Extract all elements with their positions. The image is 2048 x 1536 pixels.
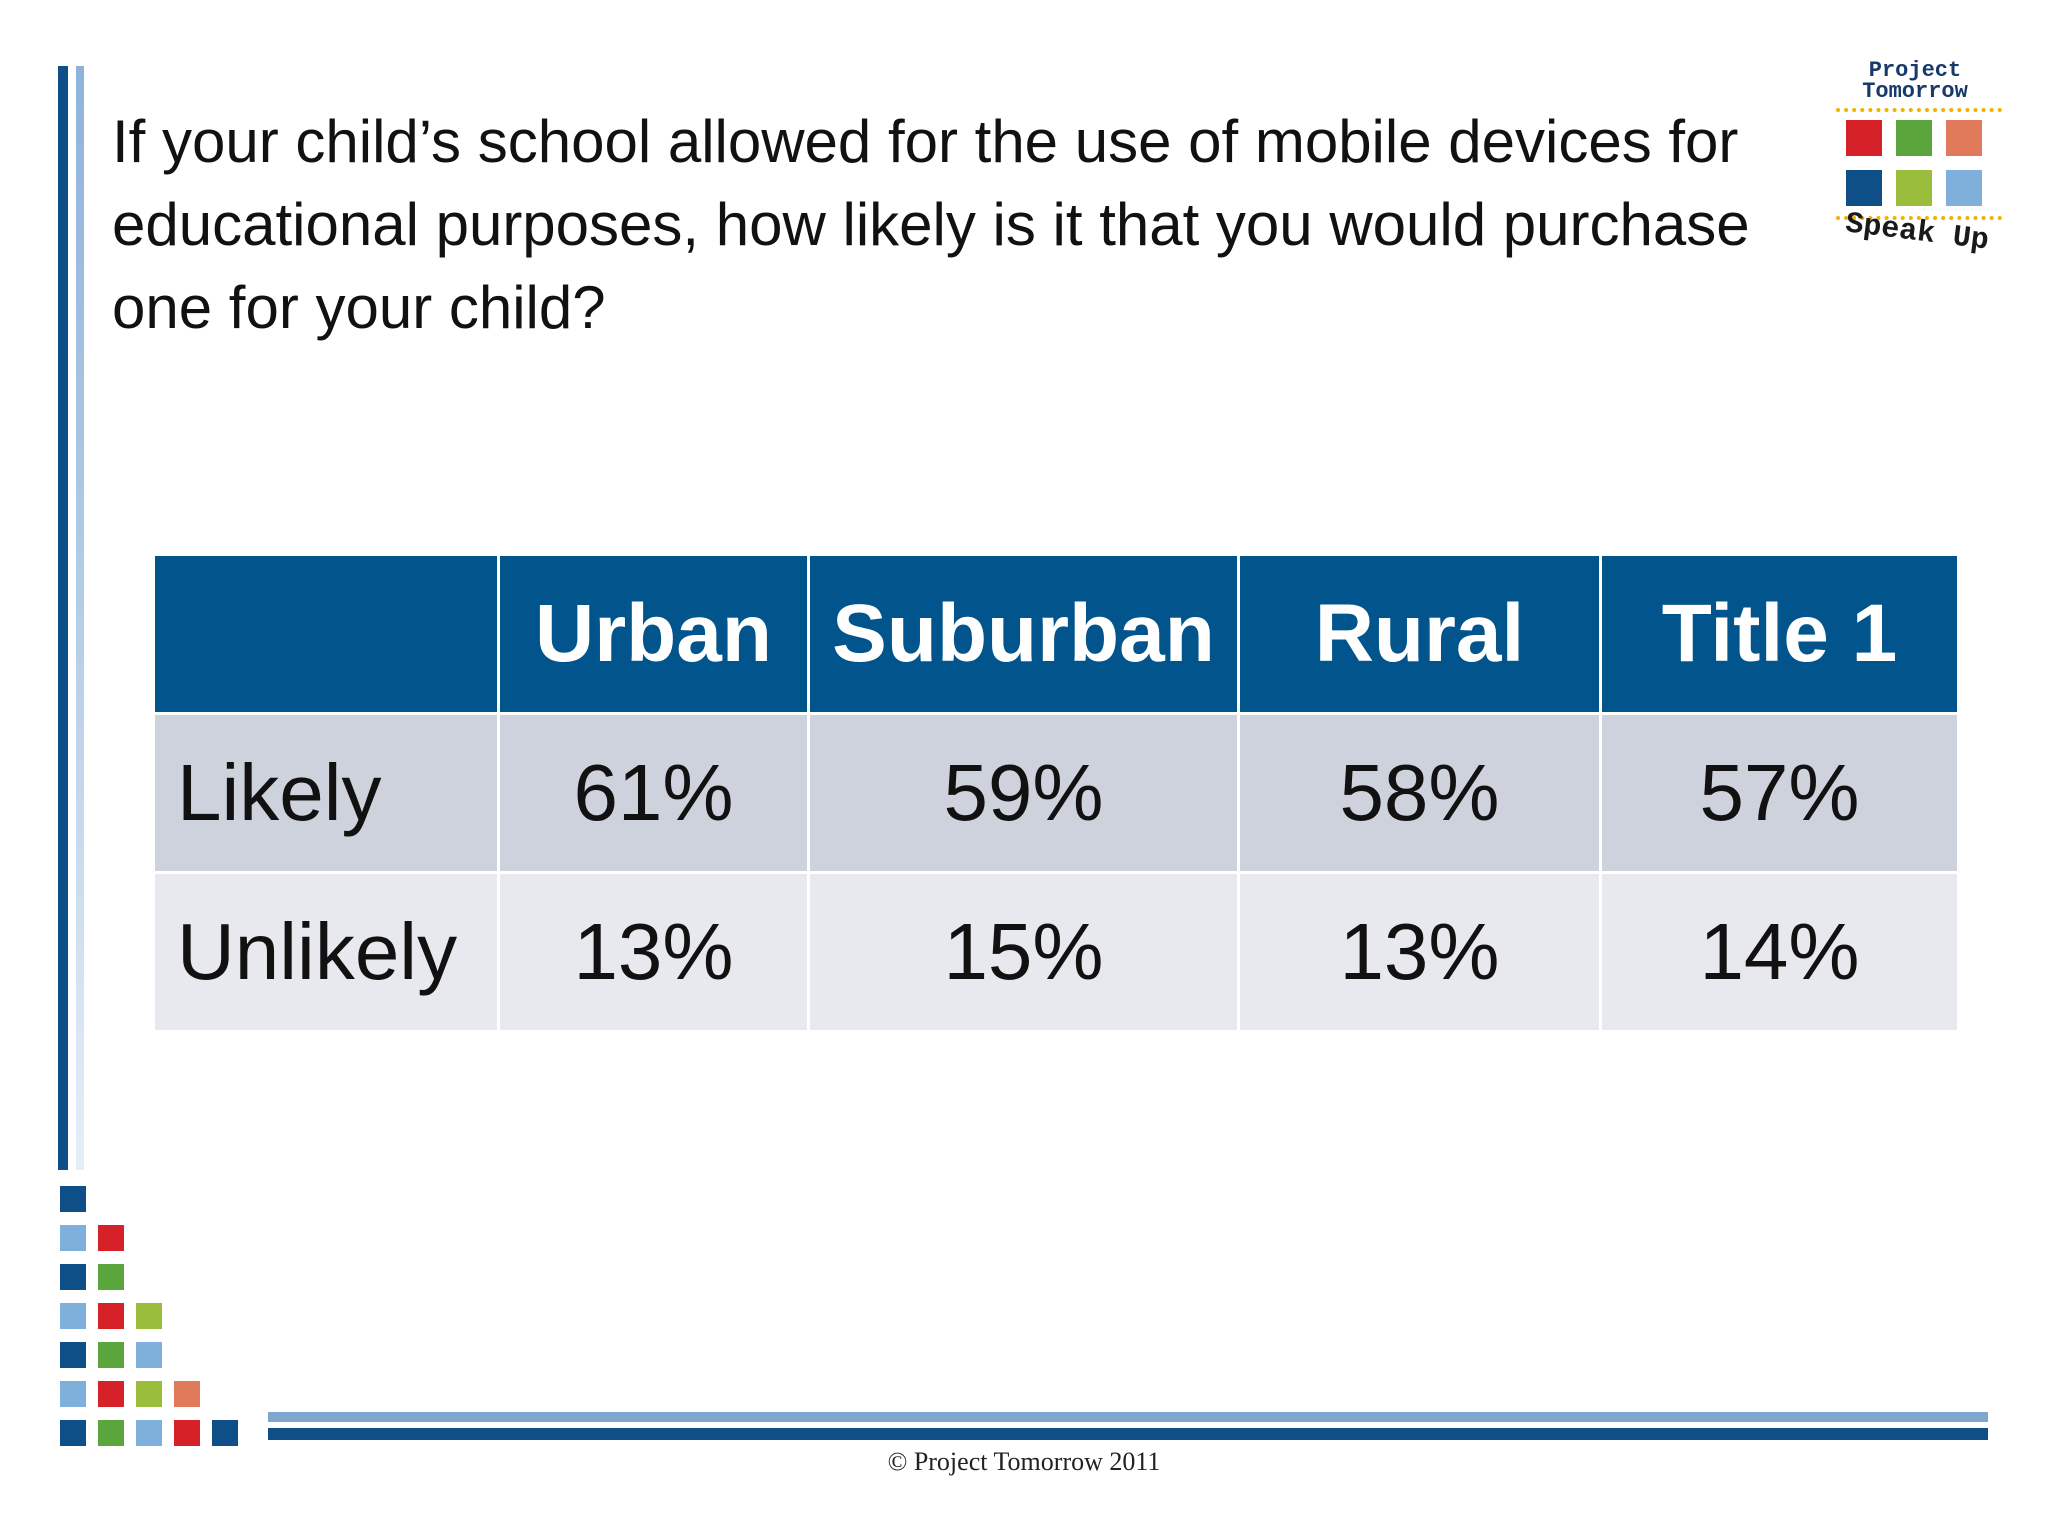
left-accent-bar-dark [58,66,68,1170]
logo-dotted-line-bottom [1836,216,2002,220]
decor-square [60,1420,86,1446]
decor-square [60,1264,86,1290]
table-row: Unlikely 13% 15% 13% 14% [152,871,1960,1033]
slide-title: If your child’s school allowed for the u… [112,108,1750,341]
logo-square [1896,120,1932,156]
logo-square [1896,170,1932,206]
project-tomorrow-speak-up-logo: Project Tomorrow Speak Up [1820,58,2010,268]
cell-likely-urban: 61% [497,712,810,874]
decor-square [136,1381,162,1407]
row-label-likely: Likely [152,712,500,874]
copyright-footer: © Project Tomorrow 2011 [887,1447,1161,1476]
decor-square [98,1342,124,1368]
decor-square [174,1420,200,1446]
row-label-unlikely: Unlikely [152,871,500,1033]
decor-square [174,1381,200,1407]
cell-likely-rural: 58% [1237,712,1602,874]
table-header-row: Urban Suburban Rural Title 1 [152,553,1960,715]
cell-likely-title-1: 57% [1599,712,1960,874]
left-accent-bar-light [76,66,84,1170]
decor-square [98,1420,124,1446]
decor-square [60,1342,86,1368]
logo-square [1846,170,1882,206]
decor-square [60,1225,86,1251]
decor-square [212,1420,238,1446]
cell-unlikely-suburban: 15% [807,871,1240,1033]
table-row: Likely 61% 59% 58% 57% [152,712,1960,874]
logo-square [1946,170,1982,206]
cell-unlikely-urban: 13% [497,871,810,1033]
cell-unlikely-title-1: 14% [1599,871,1960,1033]
decor-square [136,1420,162,1446]
header-urban: Urban [497,553,810,715]
decor-square [98,1264,124,1290]
bottom-accent-bar-dark [268,1428,1988,1440]
logo-dotted-line-top [1836,108,2002,112]
cell-likely-suburban: 59% [807,712,1240,874]
logo-line-2: Tomorrow [1862,79,1968,104]
bottom-accent-bar-light [268,1412,1988,1422]
header-suburban: Suburban [807,553,1240,715]
decor-square [98,1381,124,1407]
logo-line-1: Project [1868,58,1962,83]
cell-unlikely-rural: 13% [1237,871,1602,1033]
logo-top-text: Project Tomorrow [1820,58,2010,104]
decor-square [60,1186,86,1212]
header-rural: Rural [1237,553,1602,715]
decor-square [60,1381,86,1407]
header-empty [152,553,500,715]
logo-square [1946,120,1982,156]
decor-square [98,1303,124,1329]
decor-square [98,1225,124,1251]
header-title-1: Title 1 [1599,553,1960,715]
decor-square [136,1303,162,1329]
decor-square [136,1342,162,1368]
likelihood-table: Urban Suburban Rural Title 1 Likely 61% … [152,553,1960,1033]
logo-bottom-text: Speak Up [1843,207,1991,259]
logo-square [1846,120,1882,156]
decor-square [60,1303,86,1329]
